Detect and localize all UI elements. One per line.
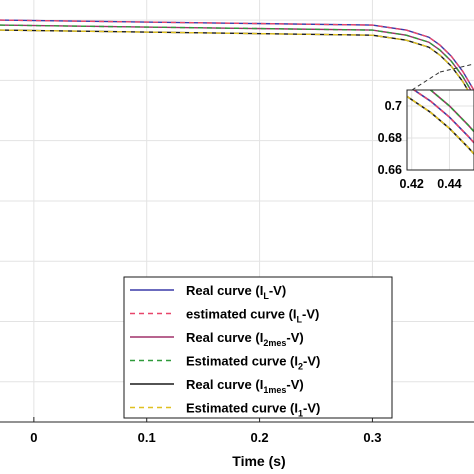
inset-frame bbox=[406, 89, 474, 171]
inset-series bbox=[407, 90, 474, 155]
legend-label-5: Real curve (I1mes-V) bbox=[186, 377, 304, 395]
legend-label-6: Estimated curve (I1-V) bbox=[186, 401, 320, 419]
inset-x-tick-label: 0.44 bbox=[437, 177, 461, 191]
x-tick-label: 0.2 bbox=[251, 430, 269, 445]
legend-label-4: Estimated curve (I2-V) bbox=[186, 354, 320, 372]
inset-frame-bg bbox=[407, 90, 474, 170]
x-tick-label: 0.1 bbox=[138, 430, 156, 445]
x-tick-label: 0.3 bbox=[363, 430, 381, 445]
inset-y-tick-label: 0.68 bbox=[378, 131, 402, 145]
legend-box bbox=[123, 276, 393, 419]
main-series bbox=[0, 19, 474, 101]
zoom-connector-line bbox=[411, 71, 441, 91]
series-line-2 bbox=[0, 19, 474, 91]
inset-y-tick-label: 0.7 bbox=[385, 99, 402, 113]
legend: Real curve (IL-V) estimated curve (IL-V) R… bbox=[123, 276, 393, 419]
x-tick-label: 0 bbox=[30, 430, 37, 445]
series-line-6 bbox=[0, 29, 474, 101]
x-axis-title: Time (s) bbox=[232, 453, 285, 469]
legend-label-2: estimated curve (IL-V) bbox=[186, 307, 319, 325]
legend-label-1: Real curve (IL-V) bbox=[186, 283, 286, 301]
inset-series-line-5 bbox=[407, 95, 474, 155]
inset-ticks: 0.7 0.68 0.660.42 0.44 bbox=[378, 99, 462, 191]
legend-entries: Real curve (IL-V) estimated curve (IL-V) R… bbox=[130, 283, 320, 419]
series-line-4 bbox=[0, 24, 474, 96]
inset-series-line-3 bbox=[429, 90, 474, 133]
x-ticks: 0 0.1 0.2 0.3 bbox=[30, 417, 381, 445]
inset-zoom: 0.7 0.68 0.660.42 0.44 bbox=[378, 63, 474, 191]
legend-label-3: Real curve (I2mes-V) bbox=[186, 330, 304, 348]
inset-series-line-1 bbox=[412, 90, 474, 144]
inset-x-tick-label: 0.42 bbox=[400, 177, 424, 191]
inset-y-tick-label: 0.66 bbox=[378, 163, 402, 177]
zoom-connector-line bbox=[439, 63, 474, 73]
